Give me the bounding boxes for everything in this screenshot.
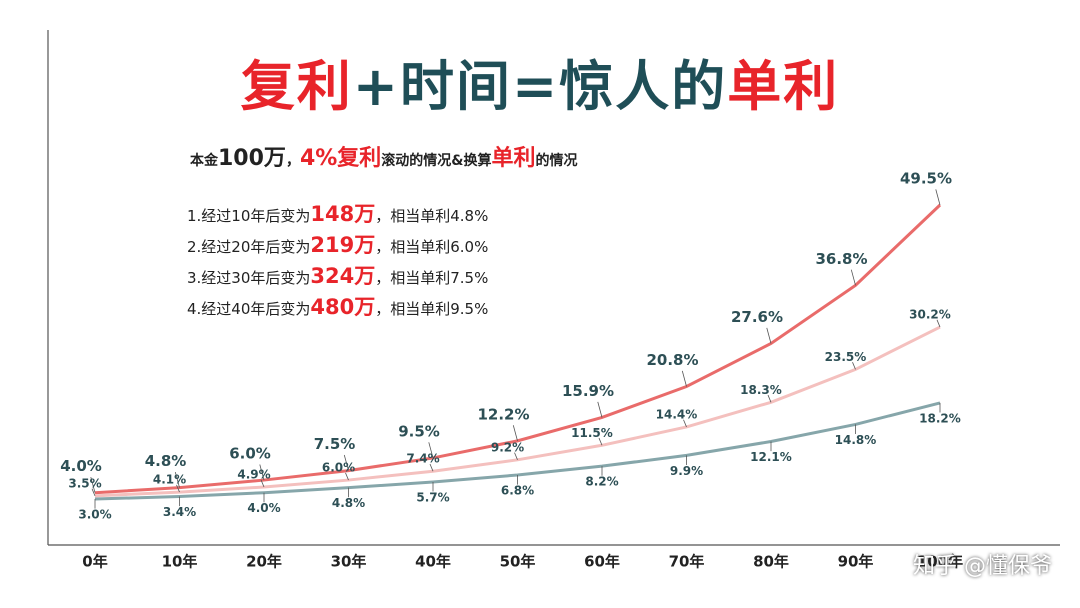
data-label: 4.0% xyxy=(60,457,102,475)
x-tick-label: 20年 xyxy=(246,553,282,571)
data-label: 12.2% xyxy=(477,405,529,423)
watermark: 知乎 @懂保爷 xyxy=(913,554,1052,579)
data-label: 3.5% xyxy=(68,476,101,490)
leader-line xyxy=(174,471,180,488)
leader-line xyxy=(850,269,856,286)
data-label: 3.4% xyxy=(163,505,196,519)
series-line xyxy=(94,203,942,495)
note-highlight: 324万 xyxy=(310,264,376,288)
x-tick-label: 60年 xyxy=(584,553,620,571)
x-tick-label: 40年 xyxy=(415,553,451,571)
data-label: 14.8% xyxy=(835,433,877,447)
x-tick-label: 30年 xyxy=(331,553,367,571)
leader-line xyxy=(512,425,518,441)
x-tick-label: 10年 xyxy=(162,553,198,571)
data-label: 36.8% xyxy=(815,250,867,268)
title-part: 复利 xyxy=(240,55,353,118)
leader-line xyxy=(429,463,434,472)
data-label: 9.9% xyxy=(670,464,703,478)
data-label: 11.5% xyxy=(571,426,613,440)
data-label: 23.5% xyxy=(825,350,867,364)
leader-line xyxy=(91,488,96,497)
data-label: 30.2% xyxy=(909,308,951,322)
note-highlight: 480万 xyxy=(310,295,376,319)
leader-line xyxy=(345,472,349,481)
data-label: 49.5% xyxy=(900,170,952,188)
note-suffix: ，相当单利7.5% xyxy=(375,269,489,287)
note-prefix: 4.经过40年后变为 xyxy=(187,300,311,318)
note-highlight: 219万 xyxy=(310,233,376,257)
data-label: 9.2% xyxy=(491,440,524,454)
data-label: 27.6% xyxy=(731,308,783,326)
title-part: 单利 xyxy=(727,55,840,118)
leader-line xyxy=(90,477,96,493)
data-label: 4.8% xyxy=(145,452,187,470)
note-highlight: 148万 xyxy=(310,202,376,226)
data-label: 12.1% xyxy=(750,450,792,464)
leader-line xyxy=(176,484,180,493)
data-label: 6.8% xyxy=(501,484,534,498)
x-tick-label: 80年 xyxy=(753,553,789,571)
data-label: 7.4% xyxy=(406,452,439,466)
note: 3.经过30年后变为324万，相当单利7.5% xyxy=(187,260,488,290)
note-suffix: ，相当单利6.0% xyxy=(375,238,489,256)
data-label: 5.7% xyxy=(416,490,449,504)
subtitle-part: 4%复利 xyxy=(299,146,382,171)
leader-line xyxy=(936,319,941,328)
subtitle-part: 滚动的情况&换算 xyxy=(381,153,492,169)
subtitle-part: 本金 xyxy=(190,153,218,169)
title-part: +时间=惊人的 xyxy=(352,55,728,118)
x-tick-label: 50年 xyxy=(500,553,536,571)
x-tick-label: 90年 xyxy=(838,553,874,571)
note-prefix: 2.经过20年后变为 xyxy=(187,238,311,256)
leader-line xyxy=(935,189,941,206)
data-label: 6.0% xyxy=(229,445,271,463)
leader-line xyxy=(681,370,687,387)
note-suffix: ，相当单利4.8% xyxy=(375,207,489,225)
data-label: 3.0% xyxy=(78,508,111,522)
data-label: 4.8% xyxy=(332,496,365,510)
subtitle-part: 的情况 xyxy=(535,153,578,169)
note: 4.经过40年后变为480万，相当单利9.5% xyxy=(187,291,488,321)
data-label: 8.2% xyxy=(585,475,618,489)
data-label: 7.5% xyxy=(314,435,356,453)
data-label: 9.5% xyxy=(398,422,440,440)
data-label: 4.1% xyxy=(153,473,186,487)
leader-line xyxy=(343,454,349,471)
x-tick-label: 0年 xyxy=(82,553,107,571)
x-tick-label: 100年 xyxy=(917,553,963,571)
subtitle-part: 100万 xyxy=(218,146,286,171)
leader-line xyxy=(259,464,265,481)
leader-line xyxy=(767,394,772,403)
data-label: 20.8% xyxy=(646,351,698,369)
x-tick-label: 70年 xyxy=(669,553,705,571)
leader-line xyxy=(766,327,772,344)
leader-line xyxy=(683,419,687,428)
note: 1.经过10年后变为148万，相当单利4.8% xyxy=(187,198,488,228)
data-label: 15.9% xyxy=(562,382,614,400)
chart-title: 复利+时间=惊人的单利 xyxy=(0,42,1080,121)
leader-line xyxy=(514,452,518,460)
subtitle-part: ， xyxy=(285,153,300,169)
note-prefix: 3.经过30年后变为 xyxy=(187,269,311,287)
leader-line xyxy=(260,479,265,488)
data-label: 4.0% xyxy=(247,501,280,515)
data-label: 14.4% xyxy=(656,407,698,421)
leader-line xyxy=(428,442,434,459)
data-label: 18.2% xyxy=(919,411,961,425)
data-label: 18.3% xyxy=(740,383,782,397)
note-suffix: ，相当单利9.5% xyxy=(375,300,489,318)
leader-line xyxy=(597,401,603,418)
data-label: 6.0% xyxy=(322,461,355,475)
data-label: 4.9% xyxy=(237,468,270,482)
subtitle-part: 单利 xyxy=(491,146,536,171)
note-prefix: 1.经过10年后变为 xyxy=(187,207,311,225)
leader-line xyxy=(598,437,603,446)
leader-line xyxy=(852,362,856,370)
note: 2.经过20年后变为219万，相当单利6.0% xyxy=(187,229,488,259)
subtitle: 本金100万，4%复利滚动的情况&换算单利的情况 xyxy=(190,140,578,172)
